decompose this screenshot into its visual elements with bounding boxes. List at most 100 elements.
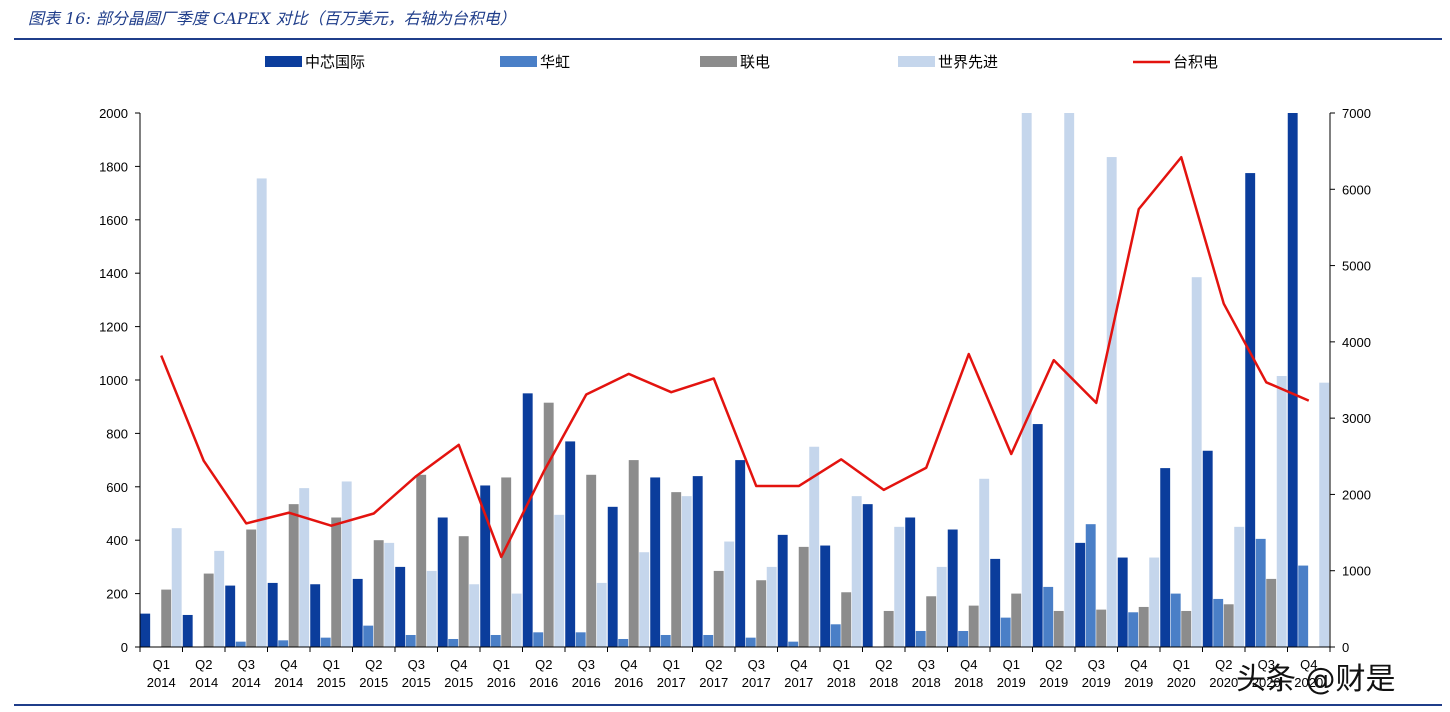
bar (735, 460, 746, 647)
bottom-divider (14, 704, 1442, 706)
bar (1319, 382, 1330, 647)
bar (533, 632, 544, 647)
x-tick-label-year: 2014 (147, 675, 176, 690)
x-tick-label-year: 2016 (487, 675, 516, 690)
bar (320, 637, 331, 647)
bar (575, 632, 586, 647)
bar (1223, 604, 1234, 647)
x-tick-label-quarter: Q2 (1215, 657, 1232, 672)
watermark: 头条 @财是 (1236, 662, 1396, 697)
bar (1202, 450, 1213, 647)
bar (586, 474, 597, 647)
bar (511, 593, 522, 647)
left-tick-label: 800 (106, 426, 128, 441)
x-tick-label-year: 2016 (572, 675, 601, 690)
bar (458, 536, 469, 647)
bar (405, 634, 416, 647)
bar (490, 634, 501, 647)
x-tick-label-year: 2017 (742, 675, 771, 690)
x-tick-label-quarter: Q2 (365, 657, 382, 672)
bar (820, 545, 831, 647)
bar (214, 550, 225, 647)
x-tick-label-year: 2017 (784, 675, 813, 690)
x-tick-label-year: 2018 (827, 675, 856, 690)
bar (990, 558, 1001, 647)
x-tick-label-quarter: Q3 (1088, 657, 1105, 672)
bar (1138, 606, 1149, 647)
x-tick-label-quarter: Q3 (1258, 657, 1275, 672)
x-tick-label-quarter: Q1 (493, 657, 510, 672)
legend-label: 联电 (740, 53, 770, 71)
x-tick-label-year: 2019 (997, 675, 1026, 690)
x-tick-label-quarter: Q4 (280, 657, 297, 672)
x-tick-label-year: 2018 (954, 675, 983, 690)
bar (341, 481, 352, 647)
bar (1213, 598, 1224, 647)
x-tick-label-quarter: Q2 (195, 657, 212, 672)
x-tick-label-year: 2015 (444, 675, 473, 690)
bar (798, 546, 809, 648)
x-tick-label-quarter: Q4 (960, 657, 977, 672)
bar (1160, 468, 1171, 647)
bar (1298, 565, 1309, 647)
bar (1117, 557, 1128, 647)
bar (448, 638, 459, 647)
legend-label: 台积电 (1173, 53, 1218, 71)
bar (278, 640, 289, 647)
bar (756, 580, 767, 647)
bar (256, 178, 267, 648)
left-tick-label: 600 (106, 480, 128, 495)
bar (1149, 557, 1160, 647)
x-tick-label-year: 2014 (232, 675, 261, 690)
x-tick-label-quarter: Q1 (323, 657, 340, 672)
bar (883, 610, 894, 647)
bar (958, 630, 969, 647)
left-tick-label: 1000 (99, 373, 128, 388)
bar (310, 584, 321, 647)
bar (936, 566, 947, 647)
bar (554, 514, 565, 647)
left-tick-label: 2000 (99, 106, 128, 121)
right-tick-label: 2000 (1342, 487, 1371, 502)
right-tick-label: 1000 (1342, 564, 1371, 579)
legend-swatch (898, 56, 935, 67)
bar (1011, 593, 1022, 647)
x-tick-label-quarter: Q1 (663, 657, 680, 672)
bar (628, 460, 639, 647)
right-tick-label: 4000 (1342, 335, 1371, 350)
bar (1106, 157, 1117, 647)
x-tick-label-quarter: Q1 (1173, 657, 1190, 672)
right-tick-label: 6000 (1342, 182, 1371, 197)
left-tick-label: 1400 (99, 266, 128, 281)
bar (851, 496, 862, 647)
bar (830, 624, 841, 647)
x-tick-label-year: 2020 (1252, 675, 1281, 690)
right-tick-label: 7000 (1342, 106, 1371, 121)
x-tick-label-quarter: Q4 (790, 657, 807, 672)
bar (299, 488, 310, 647)
bar (437, 517, 448, 647)
bar (915, 630, 926, 647)
x-tick-label-quarter: Q2 (705, 657, 722, 672)
bar (235, 641, 246, 647)
bar (1128, 612, 1139, 647)
bar (1075, 542, 1086, 647)
bar (384, 542, 395, 647)
x-tick-label-year: 2020 (1167, 675, 1196, 690)
x-tick-label-year: 2019 (1124, 675, 1153, 690)
line-series-tsmc (160, 156, 1310, 559)
x-tick-label-quarter: Q1 (833, 657, 850, 672)
bar (968, 605, 979, 647)
bar (225, 585, 236, 647)
bar (182, 614, 193, 647)
x-tick-label-quarter: Q4 (620, 657, 637, 672)
bar (841, 592, 852, 647)
bar (947, 529, 958, 647)
bar (1191, 277, 1202, 647)
bar (809, 446, 820, 647)
x-tick-label-year: 2020 (1294, 675, 1323, 690)
x-tick-label-quarter: Q3 (238, 657, 255, 672)
left-tick-label: 200 (106, 587, 128, 602)
bar (1085, 524, 1096, 647)
